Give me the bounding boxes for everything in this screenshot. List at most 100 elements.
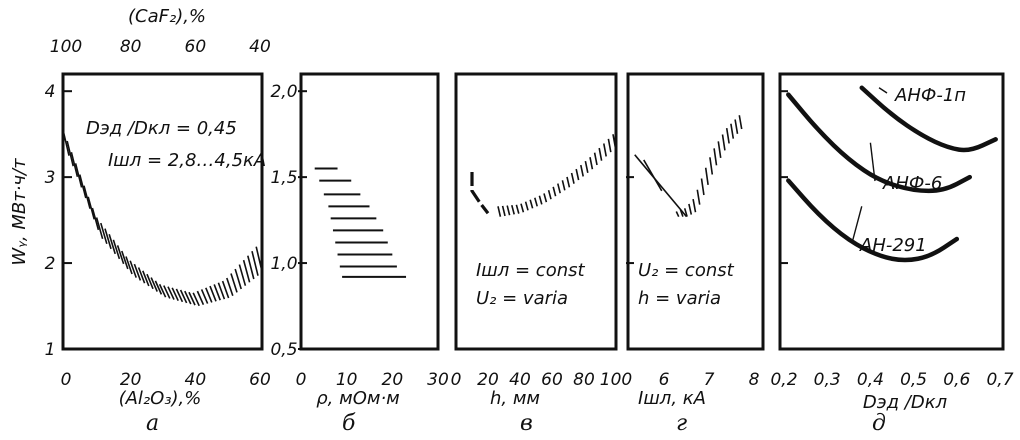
panel-v-xtick: 40 (509, 370, 531, 390)
panel-a-hatch (83, 185, 91, 209)
panel-a-top-axis-label: (CaF₂),% (128, 6, 206, 27)
panel-g-hatch (709, 157, 714, 175)
panel-g-xtick: 6 (659, 370, 670, 390)
panel-v-hatch (520, 203, 525, 213)
panel-d-series-2-label: АНФ-6 (882, 173, 942, 194)
panel-v-hatch (575, 168, 580, 181)
panel-g-hatch (738, 115, 743, 130)
panel-b-ytick: 1,5 (270, 168, 297, 188)
panel-v-hatch (543, 193, 548, 203)
panel-a-hatch (192, 292, 200, 307)
panel-a-ylabel: Wᵧ, МВт·ч/т (9, 158, 30, 266)
panel-a-hatch (184, 290, 192, 305)
panel-a-hatch (137, 267, 146, 284)
panel-d-letter: д (872, 411, 886, 436)
panel-a-hatch (205, 287, 213, 303)
panel-a-top-tick: 40 (249, 37, 271, 57)
panel-a-hatch (133, 263, 142, 281)
panel-a-hatch (91, 207, 100, 231)
panel-v-xtick: 0 (451, 370, 462, 390)
panel-v-hatch (580, 164, 584, 177)
panel-a-hatch (209, 285, 217, 302)
panel-a-hatch (217, 282, 226, 300)
panel-a-hatch (238, 264, 247, 286)
panel-v-hatch (557, 183, 561, 194)
panel-v-hatch (511, 205, 515, 215)
panel-a-hatch (221, 280, 230, 299)
panel-d-xtick: 0,4 (857, 370, 884, 390)
panel-a-hatch (62, 129, 70, 156)
panel-g-hatch (688, 203, 693, 215)
panel-v-hatch (497, 206, 502, 217)
panel-d-xlabel: Dэд /Dкл (863, 392, 947, 413)
panel-g-annotation-voltage: U₂ = const (638, 260, 735, 281)
panel-a-hatch (125, 256, 133, 275)
panel-d-series-2-line (786, 92, 973, 194)
panel-v-hatch (501, 205, 506, 217)
panel-a-hatch (104, 228, 112, 250)
panel-d-series-2-leader (869, 142, 876, 182)
panel-v-xtick: 100 (600, 370, 632, 390)
panel-g-hatch (730, 123, 735, 139)
panel-v-hatch (552, 186, 557, 197)
panel-a-hatch (226, 277, 234, 296)
panel-a-hatch (230, 273, 238, 293)
panel-a-xtick: 40 (185, 370, 207, 390)
panel-g-xlabel: Iшл, кА (638, 388, 706, 409)
panel-a-top-tick: 60 (185, 37, 207, 57)
panel-g-hatch (704, 167, 709, 186)
panel-a-hatch (74, 163, 83, 188)
panel-b-xtick: 10 (336, 370, 358, 390)
panel-a-hatch (247, 255, 255, 280)
panel-g-annotation-height: h = varia (638, 288, 721, 309)
panel-g-line (643, 159, 663, 192)
panel-a-hatch (234, 268, 242, 290)
panel-a-xtick: 0 (61, 370, 72, 390)
panel-b-ytick: 1,0 (270, 254, 297, 274)
panel-a-hatch (129, 260, 137, 278)
panel-v-hatch (598, 147, 603, 161)
panel-a-top-tick: 80 (120, 37, 142, 57)
panel-d-series-3-line (786, 178, 960, 263)
panel-v-frame (454, 72, 618, 351)
panel-g-hatch (683, 208, 688, 217)
panel-g-hatch (717, 141, 722, 158)
panel-a-hatch (171, 287, 179, 302)
panel-v-hatch (612, 134, 617, 149)
panel-a-hatch (146, 273, 154, 290)
panel-a-annotation-ratio: Dэд /Dкл = 0,45 (86, 118, 237, 139)
panel-v-hatch (561, 180, 566, 191)
panel-a-hatch (108, 233, 116, 255)
panel-a-hatch (179, 289, 188, 304)
panel-a-ytick: 1 (45, 340, 56, 360)
panel-b-xtick: 0 (296, 370, 307, 390)
panel-a-letter: а (146, 411, 159, 436)
panel-b-ytick: 0,5 (270, 340, 297, 360)
panel-g-letter: г (676, 411, 687, 436)
panel-g-xtick: 7 (704, 370, 715, 390)
panel-a-hatch (100, 222, 108, 245)
panel-a-frame (61, 72, 264, 351)
panel-a-hatch (251, 251, 259, 276)
panel-a-annotation-current: Iшл = 2,8…4,5кА (108, 150, 266, 171)
panel-b-ytick: 2,0 (270, 82, 297, 102)
panel-a-hatch (158, 283, 167, 298)
panel-v-hatch (603, 143, 607, 157)
panel-a-hatch (150, 277, 158, 292)
panel-v-annotation-voltage: U₂ = varia (476, 288, 568, 309)
panel-v-hatch (534, 197, 538, 207)
panel-a-hatch (112, 239, 121, 260)
panel-v-hatch (524, 201, 529, 211)
panel-g-frame (626, 72, 765, 351)
panel-a-hatch (66, 140, 74, 167)
panel-a-hatch (175, 288, 184, 303)
panel-v-hatch (570, 172, 575, 184)
panel-b-letter: б (342, 411, 356, 436)
panel-a-ytick: 3 (45, 168, 56, 188)
panel-d-xtick: 0,6 (943, 370, 970, 390)
panel-a-ytick: 4 (45, 82, 56, 102)
panel-a-hatch (200, 289, 209, 304)
panel-a-hatch (154, 280, 163, 295)
panel-b-frame (299, 72, 440, 351)
